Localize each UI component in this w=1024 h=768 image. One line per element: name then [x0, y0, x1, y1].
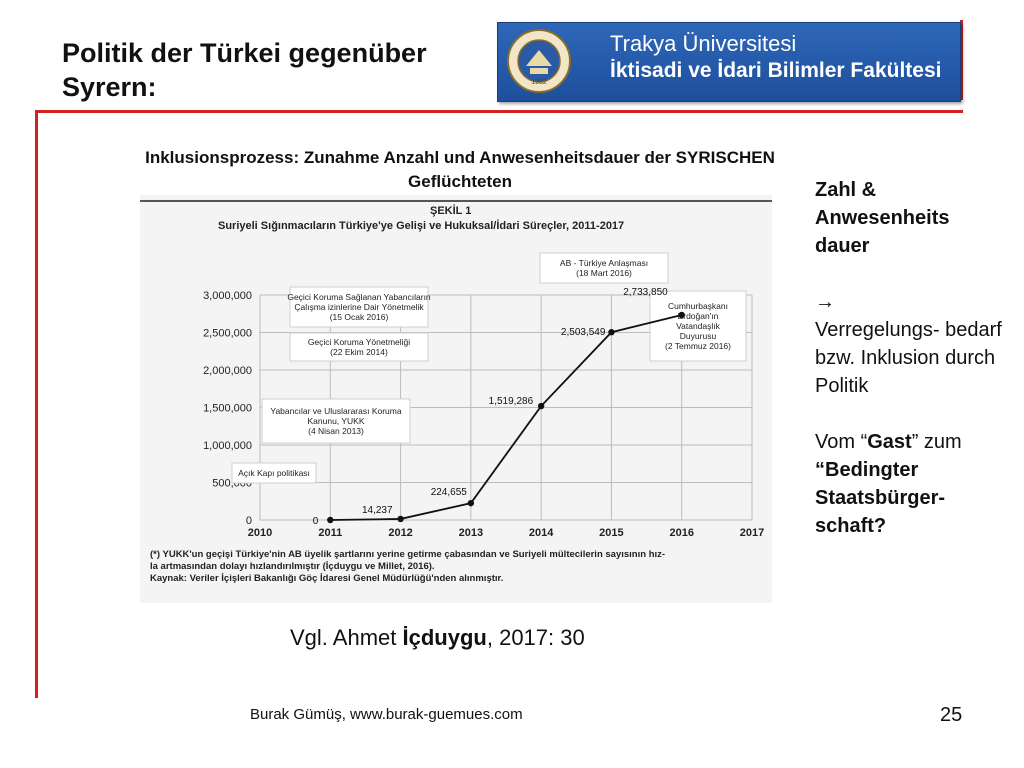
y-tick-label: 2,000,000 — [203, 365, 252, 377]
x-tick-label: 2015 — [599, 527, 623, 539]
data-labels: 0 14,237 224,655 1,519,286 2,503,549 2,733,85… — [313, 287, 668, 527]
annotation-text: Kanunu, YUKK — [307, 416, 364, 426]
annotation-text: AB - Türkiye Anlaşması — [560, 258, 648, 268]
data-point — [327, 516, 334, 524]
x-tick-label: 2016 — [669, 527, 693, 539]
footnote-line: la artmasından dolayı hızlandırılmıştır … — [150, 561, 435, 572]
data-point — [608, 329, 615, 336]
footnote-line: Kaynak: Veriler İçişleri Bakanlığı Göç İ… — [150, 573, 503, 584]
annotation-text: Geçici Koruma Yönetmeliği — [308, 337, 410, 347]
chart-title: Suriyeli Sığınmacıların Türkiye'ye Geliş… — [218, 219, 624, 232]
frame-top-line — [35, 110, 963, 113]
annotation-text: Yabancılar ve Uluslararası Koruma — [270, 406, 401, 416]
annotation-text: (15 Ocak 2016) — [330, 312, 389, 322]
series-line — [330, 314, 682, 521]
scanned-figure: ŞEKİL 1 Suriyeli Sığınmacıların Türkiye'… — [140, 195, 772, 603]
side-paragraph-1: Verregelungs- bedarf bzw. Inklusion durc… — [815, 319, 1002, 397]
data-points — [327, 311, 685, 524]
para2-prefix: Vom “ — [815, 431, 868, 453]
data-point — [397, 515, 404, 523]
annotation-text: Vatandaşlık — [676, 321, 721, 331]
annotation-text: Duyurusu — [680, 331, 717, 341]
annotation-text: Açık Kapı politikası — [238, 468, 310, 478]
data-label: 0 — [313, 516, 319, 527]
x-tick-label: 2010 — [248, 527, 272, 539]
chart-annotations: AB - Türkiye Anlaşması(18 Mart 2016) Geçi… — [231, 252, 747, 484]
side-paragraph-3: “Bedingter Staatsbürger- schaft? — [815, 459, 946, 537]
chart-heading: Inklusionsprozess: Zunahme Anzahl und An… — [145, 148, 775, 191]
logo-faculty-name: İktisadi ve İdari Bilimler Fakültesi — [610, 59, 942, 82]
annotation-box — [231, 462, 317, 484]
x-tick-label: 2014 — [529, 527, 554, 539]
citation-prefix: Vgl. Ahmet — [290, 625, 403, 650]
frame-left-line — [35, 110, 38, 698]
data-label: 14,237 — [362, 505, 393, 516]
annotation-box — [649, 290, 747, 362]
y-tick-label: 0 — [246, 515, 252, 527]
citation-suffix: , 2017: 30 — [486, 625, 585, 650]
data-label: 2,503,549 — [561, 327, 606, 338]
footnote-line: (*) YUKK'un geçişi Türkiye'nin AB üyelik… — [150, 549, 665, 560]
university-seal-icon: 1982 — [507, 29, 571, 93]
figure-label: ŞEKİL 1 — [430, 204, 471, 217]
citation-author: İçduygu — [402, 625, 487, 650]
data-label: 2,733,850 — [623, 287, 668, 298]
annotation-text: Geçici Koruma Sağlanan Yabancıların — [287, 292, 431, 302]
university-logo-banner: 1982 Trakya Üniversitesi İktisadi ve İda… — [497, 22, 961, 102]
annotation-box — [289, 332, 429, 362]
para2-suffix: ” zum — [911, 431, 962, 453]
frame-right-line — [960, 20, 963, 100]
y-tick-label: 1,000,000 — [203, 440, 252, 452]
chart-footnotes: (*) YUKK'un geçişi Türkiye'nin AB üyelik… — [150, 549, 665, 584]
side-notes: Zahl & Anwesenheits dauer → Verregelungs… — [815, 176, 1005, 540]
annotation-text: (2 Temmuz 2016) — [665, 341, 731, 351]
x-tick-label: 2017 — [740, 527, 764, 539]
annotation-text: Çalışma izinlerine Dair Yönetmelik — [294, 302, 424, 312]
x-tick-label: 2013 — [459, 527, 483, 539]
annotation-text: (22 Ekim 2014) — [330, 347, 388, 357]
line-chart: ŞEKİL 1 Suriyeli Sığınmacıların Türkiye'… — [140, 200, 772, 584]
x-tick-label: 2012 — [388, 527, 412, 539]
side-heading: Zahl & Anwesenheits dauer — [815, 179, 950, 257]
side-paragraph-2: Vom “Gast” zum — [815, 428, 1005, 456]
y-tick-label: 2,500,000 — [203, 328, 252, 340]
arrow-glyph: → — [815, 291, 835, 313]
logo-university-name: Trakya Üniversitesi — [610, 31, 797, 56]
data-point — [678, 311, 685, 319]
data-label: 1,519,286 — [489, 396, 534, 407]
page-number: 25 — [940, 704, 963, 726]
y-tick-label: 1,500,000 — [203, 403, 252, 415]
annotation-text: (18 Mart 2016) — [576, 268, 632, 278]
y-axis-ticks: 0500,0001,000,0001,500,0002,000,0002,500… — [203, 290, 252, 527]
data-point — [537, 402, 545, 410]
annotation-box — [539, 252, 669, 284]
svg-text:1982: 1982 — [531, 79, 547, 86]
citation: Vgl. Ahmet İçduygu, 2017: 30 — [290, 625, 585, 651]
annotation-text: Cumhurbaşkanı — [668, 301, 728, 311]
annotation-text: (4 Nisan 2013) — [308, 426, 364, 436]
slide-title: Politik der Türkei gegenüber Syrern: — [62, 38, 427, 102]
footer-author[interactable]: Burak Gümüş, www.burak-guemues.com — [250, 706, 523, 723]
x-tick-label: 2011 — [318, 527, 342, 539]
data-point — [467, 499, 475, 507]
y-tick-label: 3,000,000 — [203, 290, 252, 302]
annotation-text: Erdoğan'ın — [678, 311, 719, 321]
annotation-box — [289, 286, 429, 328]
para2-bold: Gast — [867, 431, 912, 453]
data-label: 224,655 — [431, 487, 468, 498]
annotation-box — [261, 398, 411, 444]
x-axis-ticks: 2010 2011 2012 2013 2014 2015 2016 2017 — [248, 527, 764, 539]
